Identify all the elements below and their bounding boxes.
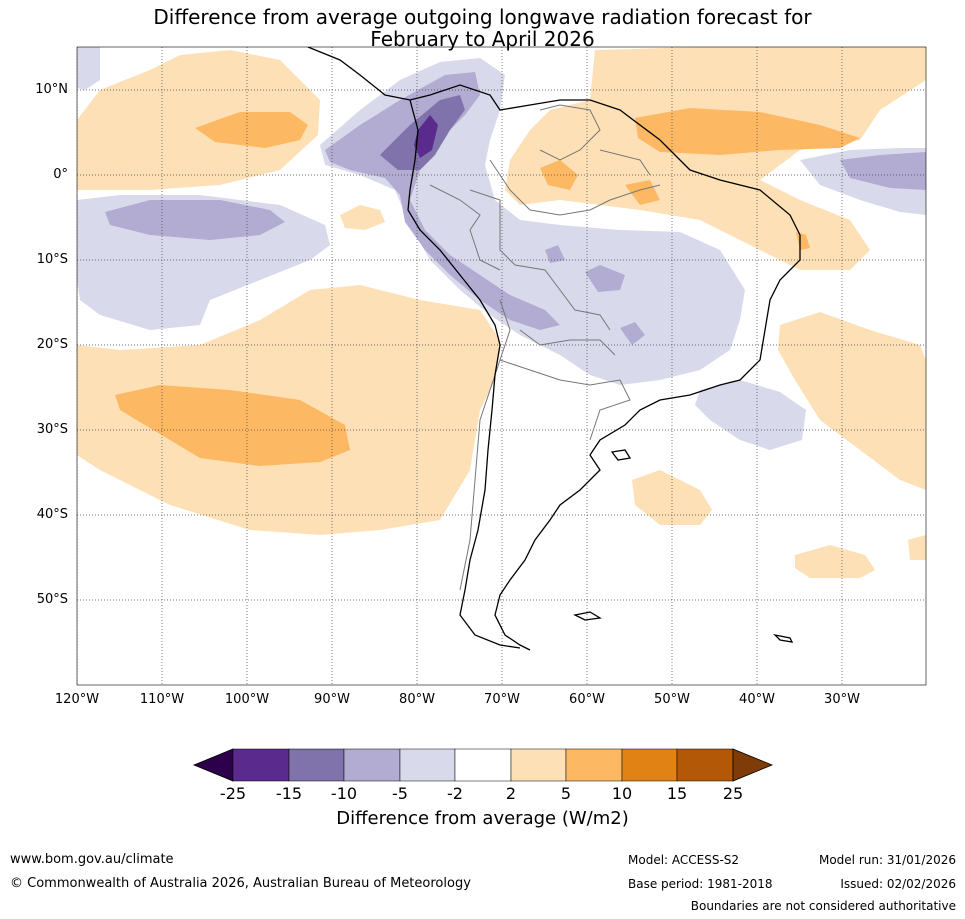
- lon-label: 40°W: [739, 692, 775, 707]
- colorbar-segment: [343, 748, 401, 782]
- colorbar: [192, 748, 774, 782]
- lat-label: 50°S: [36, 592, 68, 607]
- lon-label: 90°W: [314, 692, 350, 707]
- colorbar-extend-low: [192, 748, 234, 782]
- colorbar-title: Difference from average (W/m2): [336, 808, 629, 829]
- anomaly-region-negative-medium: [585, 265, 625, 292]
- anomaly-region-positive-medium: [635, 108, 860, 155]
- lat-label: 20°S: [36, 337, 68, 352]
- colorbar-extend-high: [732, 748, 774, 782]
- anomaly-region-positive-light: [795, 545, 875, 578]
- lon-label: 60°W: [569, 692, 605, 707]
- anomaly-region-negative-medium: [840, 152, 926, 190]
- lon-label: 100°W: [224, 692, 270, 707]
- colorbar-segment: [621, 748, 678, 782]
- anomaly-region-positive-light: [340, 205, 385, 230]
- anomaly-region-positive-light: [77, 50, 320, 190]
- colorbar-segment: [565, 748, 623, 782]
- colorbar-segment: [232, 748, 290, 782]
- anomaly-region-positive-medium: [195, 112, 308, 148]
- anomaly-region-positive-medium: [625, 180, 660, 205]
- anomaly-region-negative-extreme: [414, 115, 438, 158]
- anomaly-region-negative-medium: [620, 322, 645, 345]
- map-frame: [76, 46, 927, 686]
- lon-label: 80°W: [399, 692, 435, 707]
- lon-label: 70°W: [484, 692, 520, 707]
- colorbar-tick-label: -2: [447, 784, 463, 803]
- boundaries-disclaimer: Boundaries are not considered authoritat…: [690, 899, 956, 913]
- issued-date: Issued: 02/02/2026: [840, 877, 956, 891]
- lon-label: 120°W: [54, 692, 100, 707]
- colorbar-tick-label: 25: [722, 784, 744, 803]
- country-borders: [429, 104, 661, 591]
- anomaly-region-positive-light: [778, 312, 926, 490]
- copyright-text: © Commonwealth of Australia 2026, Austra…: [10, 876, 471, 891]
- colorbar-segment: [288, 748, 345, 782]
- map-title-line1: Difference from average outgoing longwav…: [153, 5, 812, 29]
- colorbar-tick-label: 5: [560, 784, 572, 803]
- lat-label: 10°S: [36, 252, 68, 267]
- lat-label: 40°S: [36, 507, 68, 522]
- anomaly-region-negative-medium: [545, 245, 565, 263]
- colorbar-tick-label: 15: [666, 784, 688, 803]
- anomaly-region-negative-light: [695, 380, 806, 450]
- base-period: Base period: 1981-2018: [628, 877, 773, 891]
- anomaly-fields: [77, 47, 926, 685]
- anomaly-region-negative-medium: [325, 72, 560, 330]
- lon-label: 110°W: [139, 692, 185, 707]
- coastlines: [307, 47, 801, 651]
- anomaly-region-positive-light: [908, 535, 926, 560]
- lat-label: 30°S: [36, 422, 68, 437]
- colorbar-tick-label: 10: [611, 784, 633, 803]
- anomaly-region-positive-medium: [115, 385, 350, 466]
- colorbar-segment: [676, 748, 734, 782]
- colorbar-tick-label: -15: [275, 784, 303, 803]
- anomaly-region-negative-light: [77, 47, 100, 90]
- lon-label: 30°W: [824, 692, 860, 707]
- colorbar-tick-label: -5: [392, 784, 408, 803]
- lat-label: 0°: [53, 167, 68, 182]
- lat-label: 10°N: [35, 82, 68, 97]
- graticule: [77, 47, 926, 685]
- anomaly-region-negative-medium: [105, 200, 285, 240]
- anomaly-region-positive-light: [505, 47, 926, 270]
- lon-label: 50°W: [654, 692, 690, 707]
- website-link[interactable]: www.bom.gov.au/climate: [10, 852, 174, 867]
- model-name: Model: ACCESS-S2: [628, 853, 740, 867]
- anomaly-region-positive-medium: [540, 160, 578, 190]
- colorbar-segment: [454, 748, 512, 782]
- colorbar-segment: [399, 748, 456, 782]
- colorbar-tick-label: -10: [330, 784, 358, 803]
- colorbar-tick-label: -25: [219, 784, 247, 803]
- map-title-line2: February to April 2026: [370, 27, 595, 51]
- model-run-date: Model run: 31/01/2026: [818, 853, 956, 867]
- colorbar-segment: [510, 748, 567, 782]
- colorbar-tick-label: 2: [505, 784, 517, 803]
